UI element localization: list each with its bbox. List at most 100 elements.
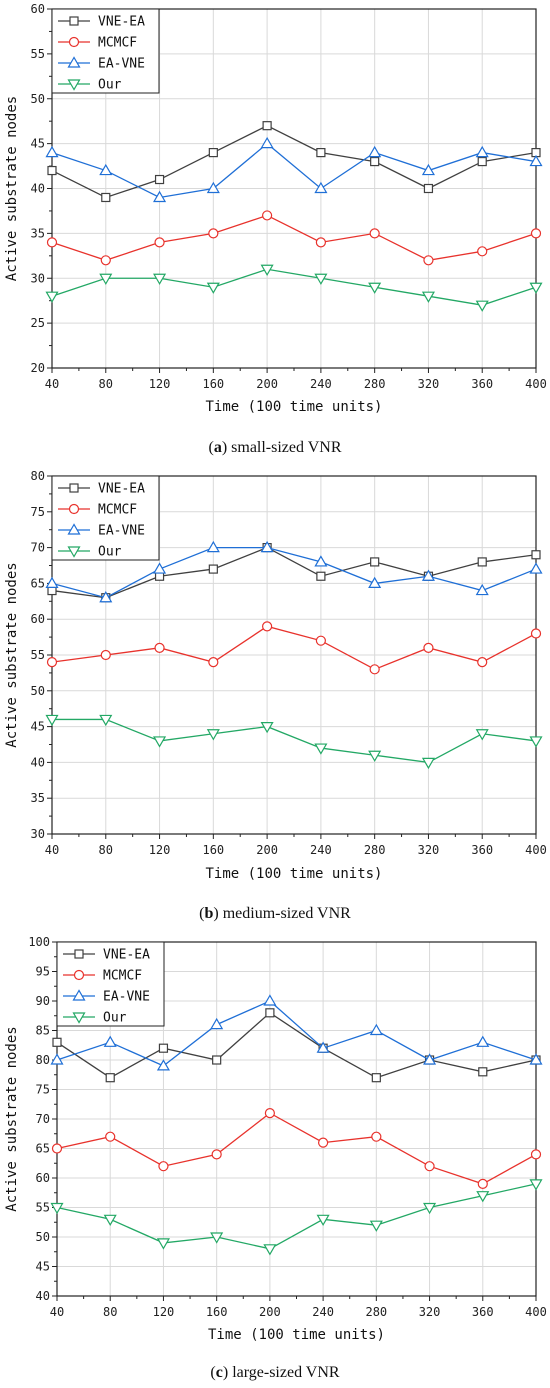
data-point-triangle-up [45,145,59,158]
chart-panel-b: 30 35 40 45 50 55 60 65 70 75 80 40 80 120 160 200 240 28… [4,469,547,922]
data-point-circle [154,237,165,248]
caption-paren-close: ) [213,905,222,922]
data-point-circle [154,642,165,653]
x-axis-label: Time (100 time units) [208,1327,385,1343]
chart-panel-c: 40 45 50 55 60 65 70 75 80 85 90 95 100 40 80 120 160 200… [4,935,547,1381]
y-tick-label: 60 [36,1171,50,1185]
y-tick-label: 90 [36,994,50,1008]
data-point-triangle-up [314,181,328,194]
legend-label: VNE-EA [98,482,145,497]
data-point-circle [73,969,85,981]
x-tick-label: 320 [418,377,440,391]
y-axis-label: Active substrate nodes [4,562,20,747]
y-tick-label: 45 [31,137,45,151]
series-mcmcf [51,1107,542,1190]
data-point-triangle-up [529,562,543,574]
series-line-ea-vne [51,546,537,599]
data-point-triangle-up [260,540,274,553]
data-point-circle [262,621,273,632]
caption-text: large-sized VNR [232,1364,340,1381]
caption-letter: c [216,1364,223,1381]
data-point-triangle-up [368,145,382,158]
x-tick-label: 80 [103,1305,117,1319]
x-tick-label: 200 [256,377,278,391]
data-point-triangle-down [314,273,328,285]
data-point-square [47,165,57,176]
x-tick-label: 80 [99,377,113,391]
data-point-triangle-down [368,750,382,762]
data-point-circle [530,628,542,639]
y-tick-label: 85 [36,1024,50,1038]
legend-label: VNE-EA [98,15,145,30]
data-point-triangle-up [156,1059,170,1071]
y-tick-label: 70 [36,1112,50,1126]
data-point-square [101,192,111,203]
data-point-triangle-down [421,291,435,303]
y-tick-label: 95 [36,965,50,979]
data-point-triangle-up [263,994,277,1006]
series-our [45,714,543,770]
data-point-square [477,557,487,567]
series-line-mcmcf [51,625,537,671]
x-tick-label: 320 [419,1305,441,1319]
data-point-circle [208,228,219,239]
data-point-triangle-up [260,136,274,149]
series-ea-vne [50,994,543,1071]
x-tick-label: 40 [50,1305,64,1319]
legend-label: Our [98,545,122,560]
caption-paren-open: ( [210,1364,215,1381]
data-point-square [371,1073,381,1083]
data-point-square [477,156,487,167]
series-line-ea-vne [56,1000,537,1067]
series-our [50,1179,543,1256]
series-our [45,264,543,312]
data-point-triangle-down [529,736,543,748]
data-point-triangle-up [67,56,81,68]
legend-label: MCMCF [98,36,137,51]
data-point-circle [262,210,273,221]
caption-paren-open: ( [199,905,204,922]
figure-caption: (b) medium-sized VNR [199,905,351,922]
data-point-triangle-up [67,523,81,535]
data-point-circle [530,228,542,239]
series-line-our [56,1183,537,1250]
data-point-circle [211,1149,222,1160]
data-point-circle [315,635,326,646]
data-point-triangle-down [263,1244,277,1256]
data-point-triangle-up [99,163,113,176]
legend: VNE-EA MCMCF EA-VNE Our [56,941,165,1027]
x-tick-label: 320 [418,843,440,857]
y-tick-label: 30 [31,827,45,841]
data-point-square [52,1037,62,1047]
data-point-triangle-down [153,736,167,748]
series-mcmcf [46,621,542,675]
data-point-square [105,1073,115,1083]
x-tick-label: 400 [525,843,547,857]
data-point-square [370,557,380,567]
data-point-circle [100,255,111,266]
data-point-circle [105,1131,116,1142]
legend: VNE-EA MCMCF EA-VNE Our [51,8,160,94]
data-point-triangle-down [103,1214,117,1226]
x-axis-label: Time (100 time units) [205,399,382,415]
data-point-square [262,121,272,131]
data-point-square [208,148,218,158]
data-point-circle [68,36,80,48]
data-point-triangle-up [476,1035,490,1047]
y-tick-label: 75 [36,1083,50,1097]
y-tick-label: 80 [31,469,45,483]
x-tick-label: 400 [525,377,547,391]
data-point-circle [371,1131,382,1142]
x-tick-label: 160 [206,1305,228,1319]
caption-letter: a [214,439,222,456]
data-point-square [158,1043,169,1053]
data-point-circle [68,503,80,515]
data-point-square [154,174,165,185]
data-point-circle [477,246,488,257]
data-point-square [212,1055,222,1065]
data-point-triangle-down [45,291,59,303]
y-tick-label: 60 [31,2,45,16]
x-tick-label: 80 [99,843,113,857]
series-mcmcf [46,210,542,266]
